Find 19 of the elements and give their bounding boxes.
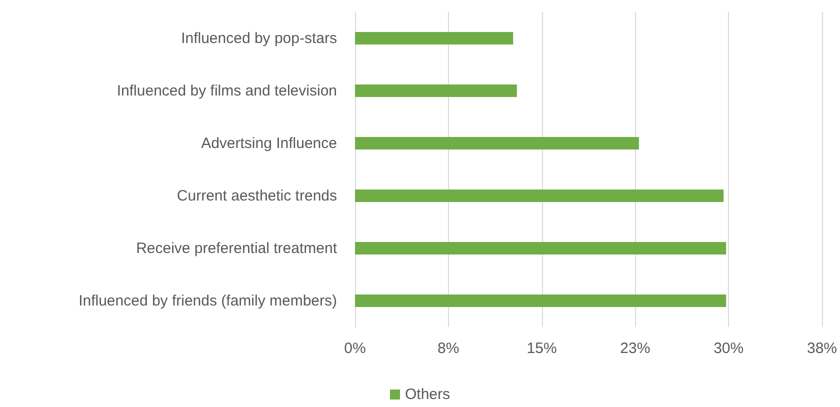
y-tick-label: Advertsing Influence bbox=[201, 134, 337, 152]
y-tick-label: Influenced by films and television bbox=[116, 82, 337, 100]
x-tick-label: 0% bbox=[344, 340, 366, 357]
y-tick-label: Current aesthetic trends bbox=[176, 187, 337, 204]
bar bbox=[355, 136, 639, 150]
x-tick-label: 8% bbox=[438, 340, 460, 357]
y-tick-label: Influenced by friends (family members) bbox=[78, 292, 337, 310]
bar bbox=[355, 189, 724, 202]
bar bbox=[355, 242, 726, 255]
y-tick-label: Receive preferential treatment bbox=[136, 240, 338, 257]
legend-label: Others bbox=[404, 386, 450, 403]
x-tick-label: 38% bbox=[806, 340, 838, 357]
x-tick-label: 23% bbox=[620, 340, 650, 357]
bar bbox=[355, 32, 514, 45]
bar bbox=[355, 294, 726, 308]
bar bbox=[355, 84, 517, 98]
y-tick-label: Influenced by pop-stars bbox=[181, 30, 337, 47]
x-tick-label: 30% bbox=[714, 340, 744, 357]
x-tick-label: 15% bbox=[526, 340, 557, 357]
